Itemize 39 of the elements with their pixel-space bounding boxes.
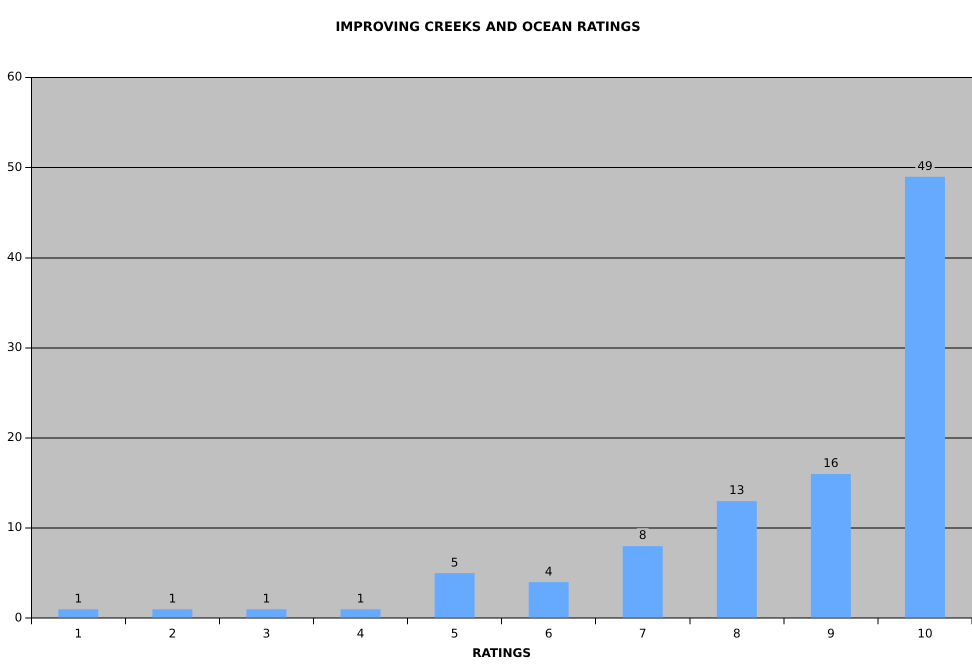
x-tick-label: 8 (732, 626, 741, 641)
data-label: 13 (729, 483, 744, 498)
x-tick-label: 10 (917, 626, 933, 641)
x-tick-label: 1 (74, 626, 82, 641)
data-label: 1 (74, 591, 82, 606)
data-label: 1 (356, 591, 364, 606)
x-tick-label: 2 (168, 626, 176, 641)
data-label: 16 (823, 456, 839, 470)
data-label: 1 (168, 591, 176, 606)
y-tick-label: 40 (6, 250, 22, 264)
x-tick-label: 7 (638, 626, 647, 641)
x-tick-label: 4 (356, 626, 364, 641)
chart-title: IMPROVING CREEKS AND OCEAN RATINGS (335, 20, 641, 36)
y-tick-label: 50 (6, 160, 22, 174)
x-tick-label: 6 (544, 626, 552, 641)
bar (622, 546, 663, 618)
x-tick-label: 3 (262, 626, 270, 641)
bar (904, 176, 945, 618)
x-tick-label: 9 (827, 626, 835, 641)
data-label: 1 (262, 591, 270, 606)
y-tick-label: 20 (6, 430, 22, 444)
bar (810, 474, 851, 618)
bar (246, 609, 286, 618)
bar (716, 501, 757, 618)
data-label: 4 (544, 564, 552, 578)
bar (434, 573, 475, 618)
bar (152, 609, 192, 618)
data-label: 5 (450, 555, 458, 570)
data-label: 49 (917, 158, 933, 173)
bar (58, 609, 98, 618)
y-tick-label: 30 (6, 340, 22, 354)
bar (340, 609, 381, 618)
data-label: 8 (638, 528, 647, 542)
x-axis-title: RATINGS (472, 646, 532, 660)
y-tick-label: 0 (14, 610, 22, 624)
y-tick-label: 60 (6, 70, 22, 84)
x-tick-label: 5 (450, 626, 458, 641)
bar (528, 582, 569, 618)
y-tick-label: 10 (6, 520, 22, 534)
